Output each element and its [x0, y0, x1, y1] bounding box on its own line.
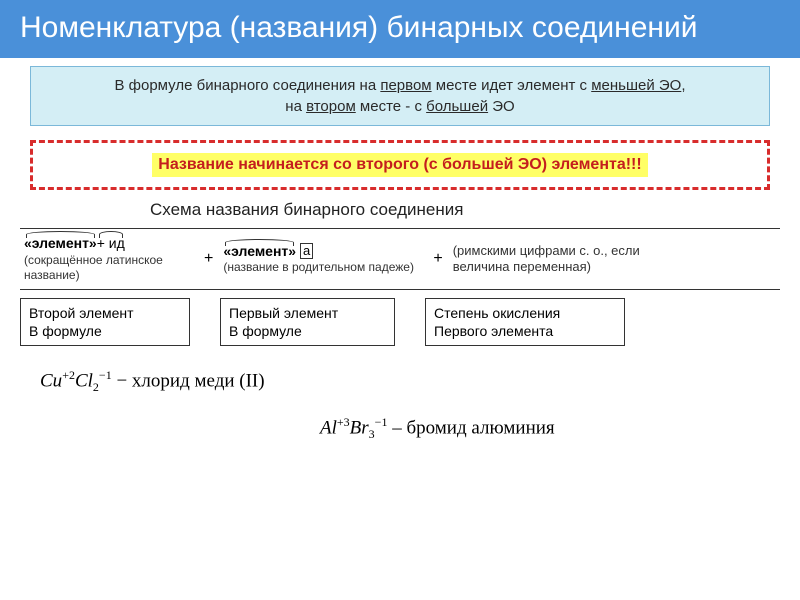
t: а [296, 243, 313, 259]
highlight-text: Название начинается со второго (с больше… [152, 153, 647, 177]
t: месте - с [356, 98, 426, 115]
t: втором [306, 98, 356, 115]
t: а [300, 243, 313, 259]
t: Степень окисления [434, 305, 560, 321]
plus-1: + [200, 250, 217, 268]
t: первом [380, 77, 431, 94]
scheme-col-3: (римскими цифрами с. о., если величина п… [453, 243, 693, 276]
label-box-2: Первый элемент В формуле [220, 298, 395, 346]
t: + ид [97, 235, 125, 253]
t: Al [320, 417, 337, 438]
t: +2 [62, 368, 75, 382]
t: Второй элемент [29, 305, 134, 321]
label-box-1: Второй элемент В формуле [20, 298, 190, 346]
t: Br [350, 417, 369, 438]
rule-box: В формуле бинарного соединения на первом… [30, 66, 770, 126]
scheme-title: Схема названия бинарного соединения [150, 200, 800, 220]
t: Cu [40, 370, 62, 391]
col2-sub: (название в родительном падеже) [223, 260, 423, 275]
t: −1 [375, 415, 388, 429]
col1-sub: (сокращённое латинское название) [24, 253, 194, 283]
label-box-3: Степень окисления Первого элемента [425, 298, 625, 346]
t: – бромид алюминия [387, 417, 554, 438]
t: меньшей ЭО [591, 77, 681, 94]
col1-top: «элемент» + ид [24, 235, 194, 253]
formula-section: Cu+2Cl2−1 − хлорид меди (II) Al+3Br3−1 –… [40, 368, 760, 442]
t: В формуле [29, 323, 102, 339]
highlight-box: Название начинается со второго (с больше… [30, 140, 770, 190]
t: месте идет элемент с [432, 77, 592, 94]
t: 2 [93, 380, 99, 394]
title-text: Номенклатура (названия) бинарных соедине… [20, 11, 698, 44]
rule-text: В формуле бинарного соединения на первом… [114, 77, 685, 115]
t: «элемент» [223, 243, 296, 261]
t: , [681, 77, 685, 94]
t: 3 [369, 427, 375, 441]
labels-row: Второй элемент В формуле Первый элемент … [20, 298, 780, 346]
slide-title: Номенклатура (названия) бинарных соедине… [0, 0, 800, 58]
formula-1: Cu+2Cl2−1 − хлорид меди (II) [40, 368, 760, 395]
scheme-row: «элемент» + ид (сокращённое латинское на… [20, 228, 780, 290]
t: + ид [97, 235, 125, 251]
t: Первого элемента [434, 323, 553, 339]
t: Cl [75, 370, 93, 391]
plus-2: + [429, 250, 446, 268]
t: −1 [99, 368, 112, 382]
scheme-col-1: «элемент» + ид (сокращённое латинское на… [24, 235, 194, 283]
col2-top: «элемент» а [223, 243, 423, 261]
scheme-col-2: «элемент» а (название в родительном паде… [223, 243, 423, 276]
col3-sub: (римскими цифрами с. о., если величина п… [453, 243, 693, 276]
t: на [285, 98, 306, 115]
t: ЭО [488, 98, 515, 115]
t: − хлорид меди (II) [112, 370, 265, 391]
t: «элемент» [24, 235, 97, 253]
t: В формуле [229, 323, 302, 339]
t: большей [426, 98, 488, 115]
t: +3 [337, 415, 350, 429]
t: Первый элемент [229, 305, 338, 321]
t: В формуле бинарного соединения на [114, 77, 380, 94]
formula-2: Al+3Br3−1 – бромид алюминия [320, 415, 760, 442]
